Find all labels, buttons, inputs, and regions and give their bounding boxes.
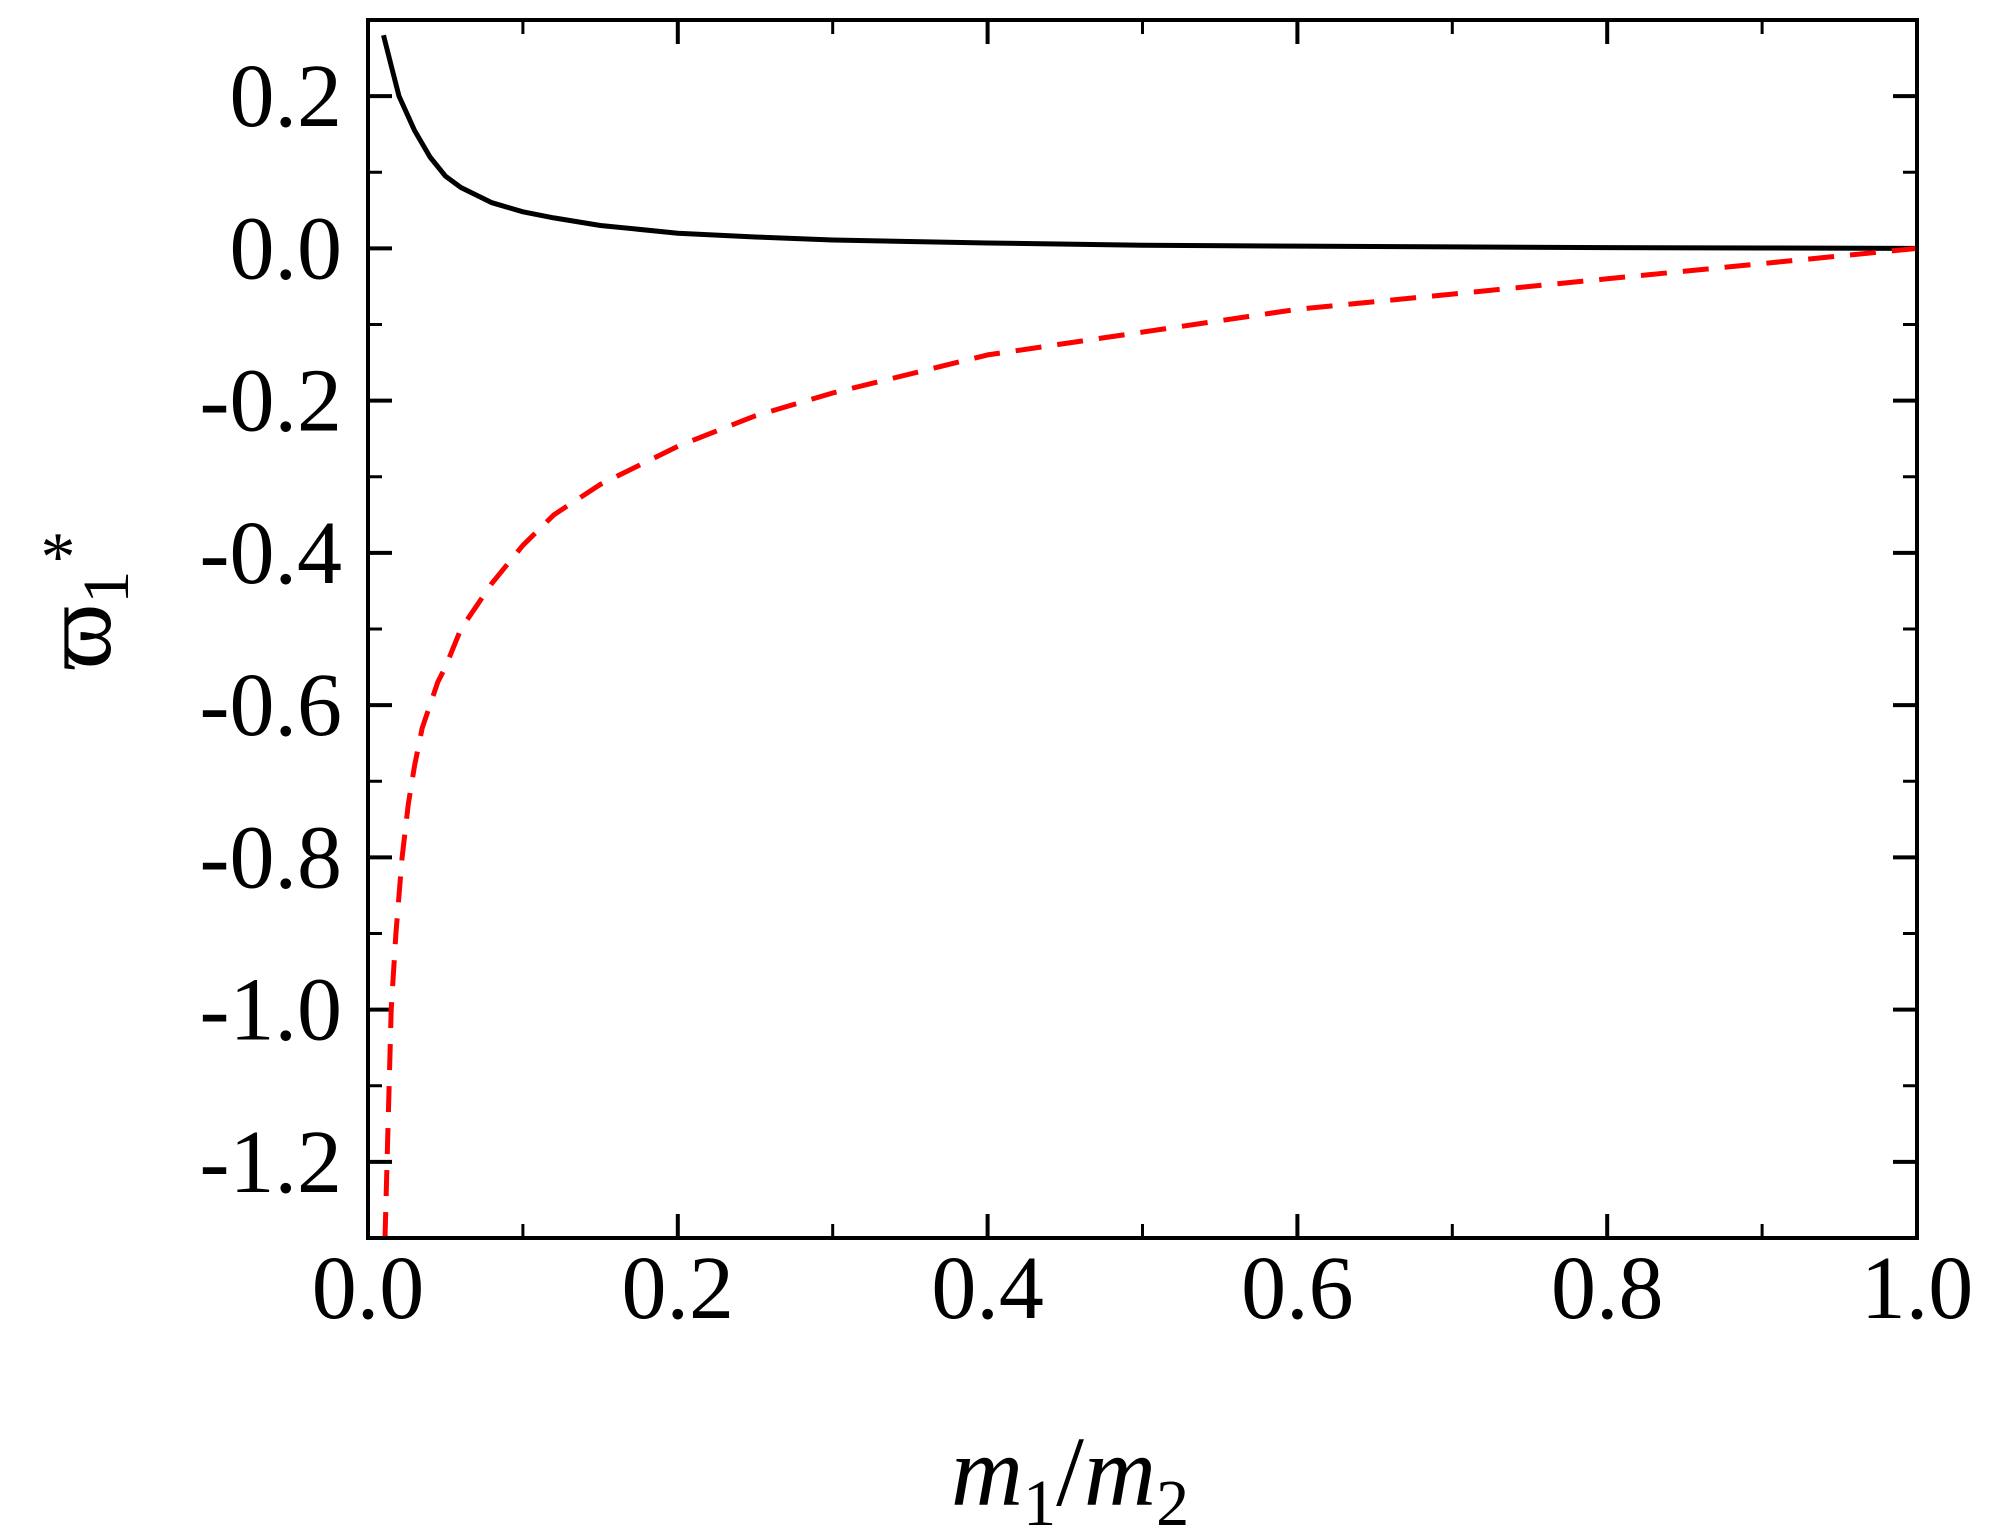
y-axis-title-varpi: ϖ xyxy=(21,604,132,670)
x-tick-label: 1.0 xyxy=(1861,1239,1974,1338)
x-tick-label: 0.6 xyxy=(1241,1239,1354,1338)
series-layer xyxy=(381,34,1918,1239)
x-axis-title: m1/m2 xyxy=(951,1416,1189,1528)
x-tick-labels: 0.0 0.2 0.4 0.6 0.8 1.0 xyxy=(312,1239,1974,1338)
y-tick-label: 0.2 xyxy=(230,47,343,146)
y-axis-title: ϖ1 xyxy=(21,571,143,670)
y-axis-title-sub: 1 xyxy=(70,571,143,604)
y-tick-labels: 0.2 0.0 -0.2 -0.4 -0.6 -0.8 -1.0 -1.2 xyxy=(200,47,342,1212)
series-line-2 xyxy=(382,245,1918,1239)
x-tick-label: 0.4 xyxy=(931,1239,1044,1338)
x-axis-title-m1: m xyxy=(951,1416,1023,1527)
x-axis-title-slash: / xyxy=(1056,1416,1084,1527)
y-tick-label: -0.4 xyxy=(200,504,342,603)
major-ticks xyxy=(366,20,1919,1238)
y-tick-label: -0.2 xyxy=(200,352,342,451)
x-axis-title-sub2: 2 xyxy=(1156,1467,1189,1528)
x-tick-label: 0.2 xyxy=(622,1239,735,1338)
x-axis-title-sub1: 1 xyxy=(1023,1467,1056,1528)
y-tick-label: -1.0 xyxy=(200,961,342,1060)
y-axis-title-star: * xyxy=(41,519,76,596)
y-tick-label: -0.8 xyxy=(200,808,342,907)
minor-ticks xyxy=(368,20,1917,1238)
series-line-1 xyxy=(381,34,1918,251)
plot-frame xyxy=(366,18,1919,1240)
x-tick-label: 0.0 xyxy=(312,1239,425,1338)
x-axis-title-m2: m xyxy=(1084,1416,1156,1527)
x-tick-label: 0.8 xyxy=(1551,1239,1664,1338)
y-tick-label: 0.0 xyxy=(230,199,343,298)
svg-text:ϖ1: ϖ1 xyxy=(21,571,143,670)
y-tick-label: -0.6 xyxy=(200,656,342,755)
y-tick-label: -1.2 xyxy=(200,1113,342,1212)
